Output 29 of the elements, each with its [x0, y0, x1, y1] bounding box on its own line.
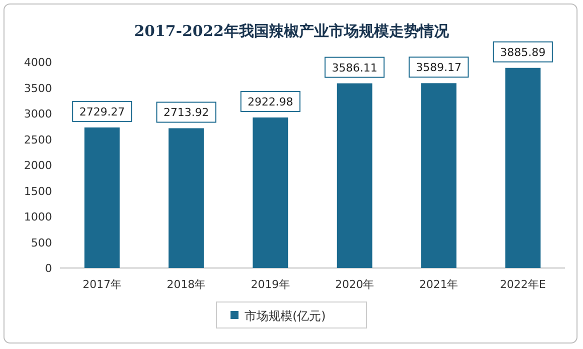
x-tick-label: 2018年 [166, 278, 206, 291]
y-tick-label: 500 [31, 236, 52, 250]
bar [252, 117, 288, 268]
data-label: 3589.17 [416, 61, 462, 74]
y-tick-label: 4000 [24, 56, 52, 69]
x-tick-label: 2017年 [82, 278, 122, 291]
y-tick-label: 1500 [24, 184, 52, 198]
data-label: 2713.92 [164, 106, 209, 120]
y-tick-label: 2000 [24, 159, 52, 172]
bar [84, 127, 120, 268]
y-tick-label: 0 [45, 262, 52, 275]
x-tick-label: 2019年 [250, 278, 290, 291]
y-tick-label: 3500 [24, 82, 52, 95]
bar [168, 128, 204, 268]
bar [336, 83, 372, 268]
data-label: 2729.27 [79, 105, 125, 118]
x-tick-label: 2022年E [500, 278, 546, 291]
x-tick-label: 2021年 [419, 278, 458, 291]
chart-title: 2017-2022年我国辣椒产业市场规模走势情况 [134, 22, 450, 40]
y-tick-label: 1000 [24, 210, 52, 224]
legend-label: 市场规模(亿元) [244, 309, 326, 323]
data-label: 3586.11 [332, 61, 378, 74]
x-tick-label: 2020年 [335, 278, 374, 291]
y-tick-label: 3000 [24, 108, 52, 120]
data-label: 3885.89 [500, 46, 546, 59]
bar [505, 68, 541, 268]
data-label: 2922.98 [248, 95, 294, 108]
bar [421, 83, 456, 268]
y-tick-label: 2500 [24, 133, 52, 146]
